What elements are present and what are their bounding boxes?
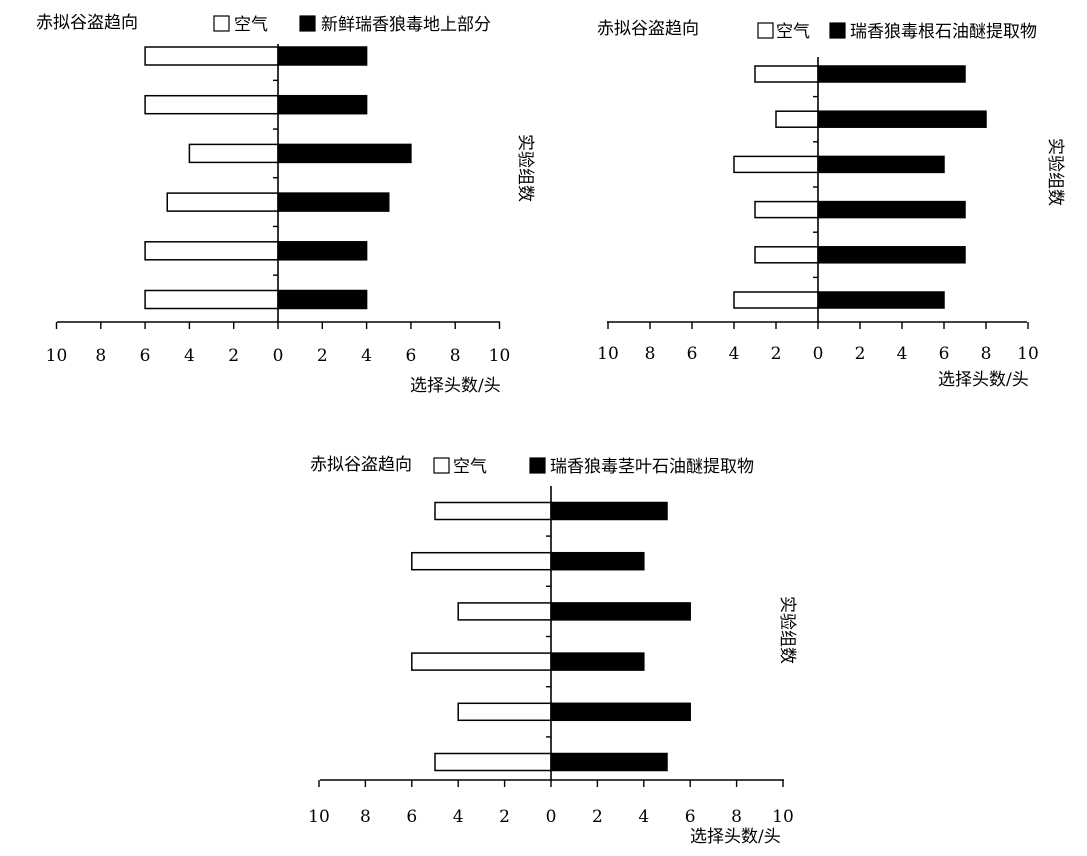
chart-1-x-tick-label: 2	[228, 346, 239, 366]
chart-3-bar-treatment	[550, 501, 668, 521]
chart-1: 赤拟谷盗趋向 空气 新鲜瑞香狼毒地上部分 实验组数 选择头数/头	[36, 13, 535, 396]
chart-2-legend-air-label: 空气	[776, 22, 810, 42]
chart-1-bar-air	[188, 143, 279, 164]
chart-3-bar-air	[411, 652, 552, 671]
chart-1-x-tick-label: 0	[273, 346, 284, 366]
chart-2: 赤拟谷盗趋向 空气 瑞香狼毒根石油醚提取物 实验组数 选择头数/头	[597, 19, 1065, 390]
chart-3-x-tick-label: 2	[592, 807, 603, 827]
chart-2-title: 赤拟谷盗趋向	[597, 19, 699, 39]
chart-1-x-tick-label: 2	[317, 346, 328, 366]
chart-2-x-tick-label: 8	[981, 344, 992, 364]
chart-1-x-tick-label: 10	[489, 346, 511, 366]
chart-3-x-tick-label: 0	[546, 807, 557, 827]
chart-3-legend-treatment-swatch	[529, 457, 546, 474]
chart-2-bar-air	[733, 291, 819, 309]
chart-2-bar-air	[754, 246, 819, 264]
chart-1-x-tick-label: 8	[95, 346, 106, 366]
chart-1-bar-treatment	[277, 143, 412, 164]
chart-1-legend-treatment-label: 新鲜瑞香狼毒地上部分	[321, 15, 491, 35]
chart-3-x-tick-label: 10	[772, 807, 794, 827]
chart-3-x-tick-label: 4	[453, 807, 464, 827]
chart-2-x-tick-label: 8	[645, 344, 656, 364]
chart-1-bar-air	[144, 94, 279, 115]
chart-3-plot: 10 8 6 4 2 0 2 4 6 8 10	[308, 486, 794, 827]
chart-1-y-axis-label: 实验组数	[515, 134, 535, 202]
chart-3-bar-air	[411, 551, 552, 571]
chart-1-bar-treatment	[277, 46, 368, 66]
chart-1-x-axis-label: 选择头数/头	[410, 376, 501, 396]
chart-2-bar-air	[733, 155, 819, 174]
chart-2-bar-air	[754, 65, 819, 83]
chart-2-legend-treatment-swatch	[829, 22, 846, 39]
chart-3-legend-air-swatch	[433, 457, 450, 474]
chart-3-x-axis-label: 选择头数/头	[690, 827, 781, 847]
chart-2-bar-treatment	[817, 246, 966, 264]
chart-2-x-tick-label: 2	[855, 344, 866, 364]
chart-3-bar-treatment	[550, 551, 645, 571]
chart-2-bar-treatment	[817, 65, 966, 83]
chart-1-legend-air-label: 空气	[234, 15, 268, 35]
chart-1-bar-air	[144, 46, 279, 66]
chart-3-title: 赤拟谷盗趋向	[310, 455, 412, 475]
chart-2-bar-air	[754, 200, 819, 219]
chart-3-x-tick-label: 4	[638, 807, 649, 827]
chart-2-bar-air	[775, 110, 819, 128]
chart-3-bar-treatment	[550, 652, 645, 671]
chart-1-x-tick-label: 8	[450, 346, 461, 366]
chart-2-bar-treatment	[817, 155, 945, 174]
chart-1-x-tick-label: 6	[140, 346, 151, 366]
chart-3-legend-air-label: 空气	[453, 457, 487, 477]
chart-3-bar-air	[434, 501, 552, 521]
chart-2-y-axis-label: 实验组数	[1045, 138, 1065, 206]
chart-2-legend-treatment-label: 瑞香狼毒根石油醚提取物	[850, 22, 1037, 42]
chart-3-bar-air	[457, 602, 552, 621]
chart-2-bar-treatment	[817, 110, 987, 128]
chart-2-x-tick-label: 6	[939, 344, 950, 364]
chart-2-x-axis-label: 选择头数/头	[938, 370, 1029, 390]
chart-1-bar-treatment	[277, 241, 368, 261]
chart-1-bar-treatment	[277, 94, 368, 115]
chart-3-bar-treatment	[550, 702, 691, 722]
chart-3-bar-treatment	[550, 752, 668, 772]
chart-3-x-tick-label: 8	[731, 807, 742, 827]
chart-3-legend-treatment-label: 瑞香狼毒茎叶石油醚提取物	[550, 457, 754, 477]
chart-2-x-tick-label: 2	[771, 344, 782, 364]
chart-1-bar-air	[144, 241, 279, 261]
chart-2-x-tick-label: 6	[687, 344, 698, 364]
chart-3-y-axis-label: 实验组数	[777, 596, 797, 664]
chart-1-x-tick-label: 4	[361, 346, 372, 366]
chart-3-x-tick-label: 6	[685, 807, 696, 827]
chart-2-legend-air-swatch	[757, 22, 774, 39]
chart-3-bar-air	[434, 752, 552, 772]
chart-3: 赤拟谷盗趋向 空气 瑞香狼毒茎叶石油醚提取物 实验组数 选择头数/头	[310, 455, 797, 847]
chart-1-x-tick-label: 4	[184, 346, 195, 366]
chart-2-x-tick-label: 10	[1017, 344, 1039, 364]
chart-1-x-tick-label: 6	[405, 346, 416, 366]
chart-2-plot: 10 8 6 4 2 0 2 4 6 8 10	[597, 57, 1039, 364]
chart-3-x-tick-label: 10	[308, 807, 330, 827]
chart-1-bar-air	[144, 289, 279, 310]
chart-2-x-tick-label: 0	[813, 344, 824, 364]
chart-1-bar-treatment	[277, 192, 390, 212]
chart-1-title: 赤拟谷盗趋向	[36, 13, 138, 33]
chart-2-bar-treatment	[817, 291, 945, 309]
chart-3-x-tick-label: 6	[406, 807, 417, 827]
chart-3-bar-treatment	[550, 602, 691, 621]
chart-2-x-tick-label: 4	[897, 344, 908, 364]
chart-1-bar-treatment	[277, 289, 368, 310]
chart-1-x-tick-label: 10	[46, 346, 68, 366]
chart-3-bar-air	[457, 702, 552, 722]
chart-2-x-tick-label: 10	[597, 344, 619, 364]
chart-2-bar-treatment	[817, 200, 966, 219]
chart-1-plot: 10 8 6 4 2 0 2 4 6 8 10	[46, 44, 511, 366]
chart-1-bar-air	[166, 192, 279, 212]
chart-2-x-tick-label: 4	[729, 344, 740, 364]
chart-1-legend-treatment-swatch	[299, 15, 316, 32]
chart-1-legend-air-swatch	[213, 15, 230, 32]
chart-3-x-tick-label: 8	[360, 807, 371, 827]
chart-3-x-tick-label: 2	[499, 807, 510, 827]
